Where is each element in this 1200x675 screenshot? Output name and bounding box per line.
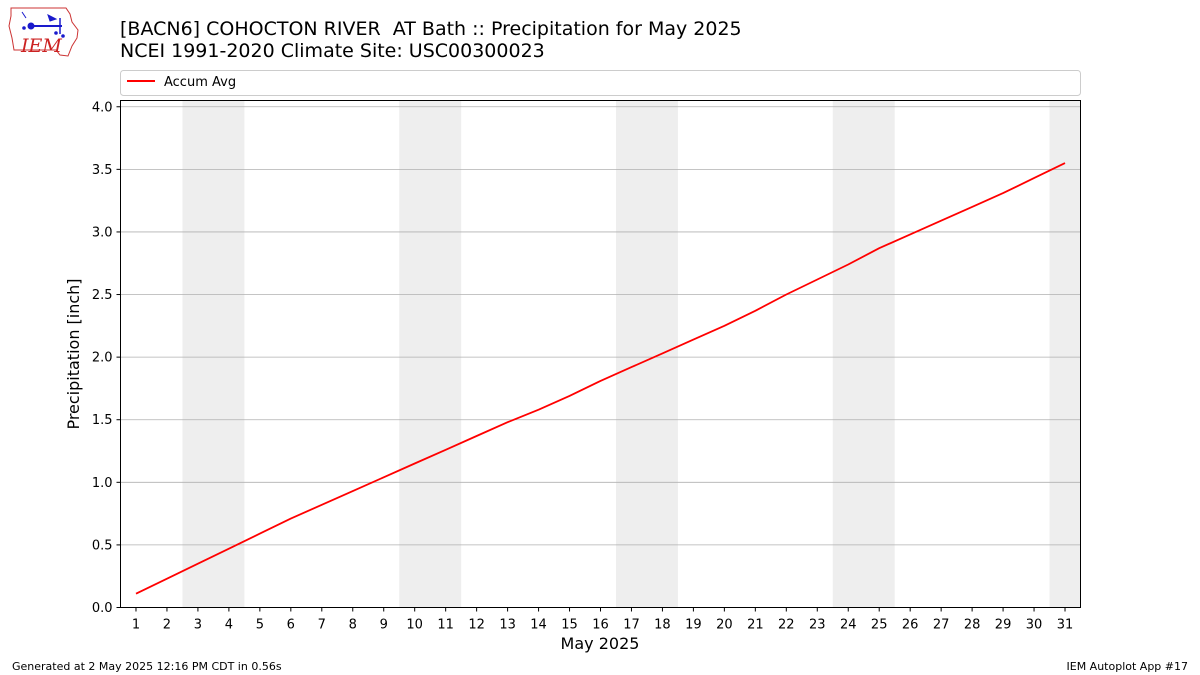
chart-title: [BACN6] COHOCTON RIVER AT Bath :: Precip… [120, 18, 742, 40]
x-tick-label-17: 18 [654, 618, 671, 633]
y-grid [120, 106, 1081, 608]
x-tick-label-29: 30 [1026, 618, 1043, 633]
footer-generated: Generated at 2 May 2025 12:16 PM CDT in … [12, 660, 282, 673]
x-tick-label-25: 26 [902, 618, 919, 633]
x-tick-label-23: 24 [840, 618, 857, 633]
x-tick-label-1: 2 [163, 618, 171, 633]
y-tick-label-2: 1.0 [92, 476, 113, 491]
y-axis-label: Precipitation [inch] [64, 278, 83, 429]
x-tick-label-28: 29 [995, 618, 1012, 633]
footer-app: IEM Autoplot App #17 [1067, 660, 1189, 673]
x-tick-label-30: 31 [1057, 618, 1074, 633]
legend-label-accum-avg: Accum Avg [164, 75, 236, 90]
weekend-band-2 [615, 100, 678, 608]
x-tick-label-20: 21 [747, 618, 764, 633]
x-tick-label-4: 5 [256, 618, 264, 633]
y-axis-ticks: 0.0 0.5 1.0 1.5 2.0 2.5 3.0 3.5 4.0 [92, 100, 121, 616]
y-tick-label-4: 2.0 [92, 351, 113, 366]
x-axis-label: May 2025 [561, 634, 640, 653]
x-tick-label-15: 16 [592, 618, 609, 633]
x-tick-label-12: 13 [499, 618, 516, 633]
x-tick-label-13: 14 [530, 618, 547, 633]
x-tick-label-22: 23 [809, 618, 826, 633]
series-layer [135, 162, 1066, 595]
y-tick-label-8: 4.0 [92, 100, 113, 115]
x-tick-label-3: 4 [225, 618, 233, 633]
x-tick-label-9: 10 [406, 618, 423, 633]
legend: Accum Avg [120, 70, 1081, 96]
legend-box [120, 70, 1081, 96]
x-tick-label-27: 28 [964, 618, 981, 633]
x-tick-label-11: 12 [468, 618, 485, 633]
x-tick-label-6: 7 [318, 618, 326, 633]
x-tick-label-8: 9 [380, 618, 388, 633]
x-tick-label-24: 25 [871, 618, 888, 633]
x-tick-label-16: 17 [623, 618, 640, 633]
series-line-accum-avg [135, 162, 1066, 595]
x-tick-label-7: 8 [349, 618, 357, 633]
weekend-band-4 [1049, 100, 1081, 608]
weekend-bands [182, 100, 1081, 608]
x-tick-label-26: 27 [933, 618, 950, 633]
x-tick-label-5: 6 [287, 618, 295, 633]
weekend-band-3 [832, 100, 895, 608]
y-tick-label-3: 1.5 [92, 413, 113, 428]
x-tick-label-18: 19 [685, 618, 702, 633]
x-tick-label-14: 15 [561, 618, 578, 633]
x-tick-label-2: 3 [194, 618, 202, 633]
logo-text: IEM [20, 35, 62, 57]
y-tick-label-1: 0.5 [92, 538, 113, 553]
weather-station-icon [21, 11, 65, 38]
iem-logo: IEM [8, 7, 79, 57]
weekend-band-0 [182, 100, 245, 608]
x-tick-label-10: 11 [437, 618, 454, 633]
weekend-band-1 [399, 100, 462, 608]
y-tick-label-7: 3.5 [92, 163, 113, 178]
x-tick-label-21: 22 [778, 618, 795, 633]
x-axis-ticks: 1 2 3 4 5 6 7 8 9 10 11 12 13 14 15 16 17 18 19 20 21 22 23 24 2… [132, 607, 1074, 633]
y-tick-label-6: 3.0 [92, 225, 113, 240]
y-tick-label-5: 2.5 [92, 288, 113, 303]
chart-subtitle: NCEI 1991-2020 Climate Site: USC00300023 [120, 40, 545, 62]
y-tick-label-0: 0.0 [92, 601, 113, 616]
x-tick-label-0: 1 [132, 618, 140, 633]
x-tick-label-19: 20 [716, 618, 733, 633]
